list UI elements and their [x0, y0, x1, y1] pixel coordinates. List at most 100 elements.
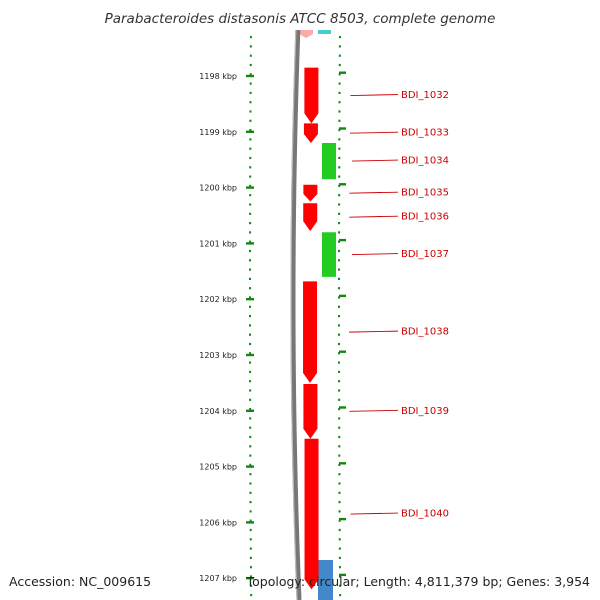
gene-leader-line — [351, 253, 399, 256]
minor-tick-left — [249, 73, 252, 76]
gene-arrow-bdi_1040[interactable] — [304, 438, 319, 590]
gene-label-bdi_1034[interactable]: BDI_1034 — [401, 156, 449, 167]
minor-tick-right — [338, 194, 341, 197]
gene-leader-line — [349, 330, 399, 333]
major-tick-right — [339, 294, 346, 298]
gene-arrow-bdi_1032[interactable] — [304, 67, 319, 124]
major-tick-left — [246, 130, 254, 133]
minor-tick-left — [249, 277, 252, 280]
gene-arrow-bdi_1039[interactable] — [303, 384, 318, 439]
minor-tick-left — [249, 501, 252, 504]
minor-tick-right — [338, 305, 341, 308]
minor-tick-left — [249, 547, 252, 550]
minor-tick-right — [338, 463, 341, 466]
gene-label-bdi_1036[interactable]: BDI_1036 — [401, 212, 449, 223]
minor-tick-right — [338, 119, 341, 122]
major-tick-left — [246, 74, 254, 78]
minor-tick-right — [338, 566, 341, 569]
minor-tick-left — [249, 138, 252, 141]
major-tick-left — [246, 465, 254, 468]
minor-tick-right — [338, 73, 341, 76]
minor-tick-left — [249, 212, 252, 215]
gene-label-bdi_1035[interactable]: BDI_1035 — [401, 188, 449, 199]
ruler-label: 1202 kbp — [199, 295, 237, 304]
minor-tick-right — [338, 398, 341, 401]
minor-tick-left — [249, 435, 252, 439]
major-tick-left — [246, 521, 254, 524]
minor-tick-left — [249, 463, 252, 466]
minor-tick-left — [249, 82, 252, 85]
minor-tick-right — [339, 575, 342, 578]
gene-arrow-bdi_1035[interactable] — [303, 184, 318, 202]
minor-tick-left — [249, 408, 252, 411]
minor-tick-right — [338, 91, 341, 94]
minor-tick-left — [249, 510, 252, 513]
major-tick-right — [339, 517, 346, 521]
genome-map: 1198 kbp 1199 kbp 1200 kbp 1201 kbp 1202 kbp… — [199, 29, 449, 600]
minor-tick-left — [249, 231, 252, 234]
gene-label-bdi_1033[interactable]: BDI_1033 — [401, 128, 449, 139]
minor-tick-left — [249, 240, 252, 243]
major-tick-left — [246, 409, 254, 412]
gene-arrow-bdi_1033[interactable] — [303, 123, 318, 143]
chromosome-backbone-highlight — [290, 29, 298, 600]
minor-tick-left — [249, 491, 252, 494]
minor-tick-left — [250, 575, 253, 578]
minor-tick-left — [249, 324, 252, 327]
gene-label-bdi_1037[interactable]: BDI_1037 — [401, 249, 449, 260]
major-tick-left — [246, 353, 254, 357]
minor-tick-left — [249, 556, 252, 559]
minor-tick-left — [249, 445, 252, 448]
minor-tick-left — [249, 370, 252, 373]
gene-block-bdi_1034[interactable] — [322, 142, 336, 180]
minor-tick-right — [339, 584, 342, 587]
major-tick-left — [246, 186, 254, 189]
minor-tick-left — [249, 166, 252, 169]
minor-tick-left — [249, 45, 252, 48]
ruler-label: 1199 kbp — [199, 128, 237, 137]
minor-tick-left — [249, 380, 252, 383]
minor-tick-left — [249, 259, 252, 262]
gene-arrow-bdi_1036[interactable] — [303, 203, 318, 232]
gene-label-bdi_1039[interactable]: BDI_1039 — [401, 406, 449, 417]
minor-tick-left — [250, 594, 253, 597]
ruler-label: 1201 kbp — [199, 239, 237, 248]
gene-label-bdi_1038[interactable]: BDI_1038 — [401, 327, 449, 338]
minor-tick-right — [338, 110, 341, 113]
gene-label-bdi_1032[interactable]: BDI_1032 — [401, 90, 449, 101]
gene-arrow-bdi_1038[interactable] — [303, 281, 318, 383]
gene-block-bdi_1037[interactable] — [322, 232, 336, 277]
minor-tick-right — [338, 519, 341, 522]
major-tick-left — [246, 298, 254, 301]
minor-tick-left — [249, 315, 252, 318]
minor-tick-left — [249, 426, 252, 429]
minor-tick-left — [250, 584, 253, 587]
minor-tick-right — [338, 417, 341, 420]
minor-tick-right — [338, 473, 341, 476]
minor-tick-right — [338, 240, 341, 243]
gene-leader-line — [349, 409, 399, 412]
major-tick-left — [246, 577, 254, 580]
minor-tick-right — [338, 361, 341, 364]
minor-tick-right — [338, 296, 341, 299]
gene-label-bdi_1040[interactable]: BDI_1040 — [401, 509, 449, 520]
feature-fragment-top — [318, 30, 331, 34]
minor-tick-right — [338, 324, 341, 327]
minor-tick-left — [249, 538, 252, 541]
minor-tick-left — [249, 63, 252, 67]
minor-tick-left — [249, 566, 252, 569]
minor-tick-right — [338, 138, 341, 141]
minor-tick-right — [338, 370, 341, 373]
minor-tick-right — [338, 510, 341, 513]
minor-tick-left — [249, 398, 252, 401]
minor-tick-right — [338, 501, 341, 504]
minor-tick-left — [249, 519, 252, 522]
minor-tick-right — [338, 380, 341, 383]
minor-tick-left — [249, 389, 252, 392]
minor-tick-right — [338, 222, 341, 225]
major-tick-right — [339, 462, 346, 465]
minor-tick-right — [338, 342, 341, 346]
major-tick-right — [339, 183, 346, 186]
minor-tick-left — [249, 333, 252, 336]
